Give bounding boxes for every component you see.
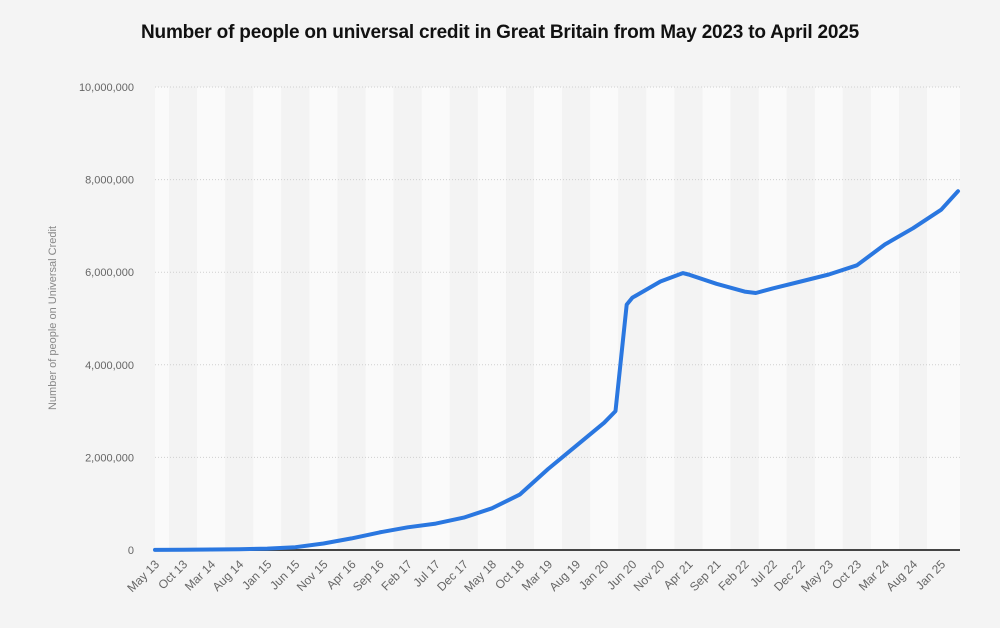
x-tick-label: Sep 16 [350, 557, 387, 594]
background-band [365, 87, 394, 550]
background-band [477, 87, 506, 550]
background-band [702, 87, 731, 550]
background-band [337, 87, 366, 550]
background-band [421, 87, 450, 550]
background-band [169, 87, 198, 550]
background-band [449, 87, 478, 550]
x-tick-label: May 18 [461, 557, 499, 595]
background-band [155, 87, 170, 550]
y-tick-label: 10,000,000 [79, 82, 134, 94]
x-tick-label: Nov 15 [294, 557, 331, 594]
background-band [899, 87, 928, 550]
background-band [534, 87, 563, 550]
x-tick-label: Jan 20 [576, 557, 612, 593]
background-band [646, 87, 675, 550]
y-axis-ticks: 0 2,000,000 4,000,000 6,000,000 8,000,000 10,… [79, 82, 134, 557]
x-tick-label: Feb 17 [378, 557, 415, 594]
x-tick-label: Sep 21 [687, 557, 724, 594]
background-band [281, 87, 310, 550]
x-tick-label: Jan 25 [913, 557, 949, 593]
y-tick-label: 6,000,000 [85, 267, 134, 279]
background-band [197, 87, 226, 550]
x-tick-label: Aug 19 [546, 557, 583, 594]
x-tick-label: Aug 14 [210, 557, 247, 594]
chart-title: Number of people on universal credit in … [141, 22, 859, 43]
x-tick-label: May 23 [798, 557, 836, 595]
x-tick-label: Jan 15 [239, 557, 275, 593]
background-band [505, 87, 535, 550]
background-band [393, 87, 422, 550]
x-tick-label: Feb 22 [715, 557, 752, 594]
y-tick-label: 4,000,000 [85, 360, 134, 372]
series-line [153, 189, 960, 552]
background-band [562, 87, 591, 550]
y-tick-label: 0 [128, 545, 134, 557]
background-band [730, 87, 759, 550]
background-band [253, 87, 282, 550]
gridlines [155, 86, 960, 458]
x-tick-label: Aug 24 [883, 557, 920, 594]
background-band [590, 87, 619, 550]
x-tick-label: Nov 20 [631, 557, 668, 594]
y-tick-label: 8,000,000 [85, 175, 134, 187]
background-band [814, 87, 843, 550]
background-band [225, 87, 254, 550]
background-band [870, 87, 900, 550]
x-tick-label: May 13 [124, 557, 162, 595]
background-band [786, 87, 815, 550]
background-band [758, 87, 787, 550]
background-band [618, 87, 647, 550]
y-tick-label: 2,000,000 [85, 452, 134, 464]
background-band [309, 87, 338, 550]
background-band [842, 87, 871, 550]
y-axis-label: Number of people on Universal Credit [47, 226, 59, 410]
background-band [674, 87, 703, 550]
background-band [927, 87, 960, 550]
background-bands [155, 87, 960, 550]
